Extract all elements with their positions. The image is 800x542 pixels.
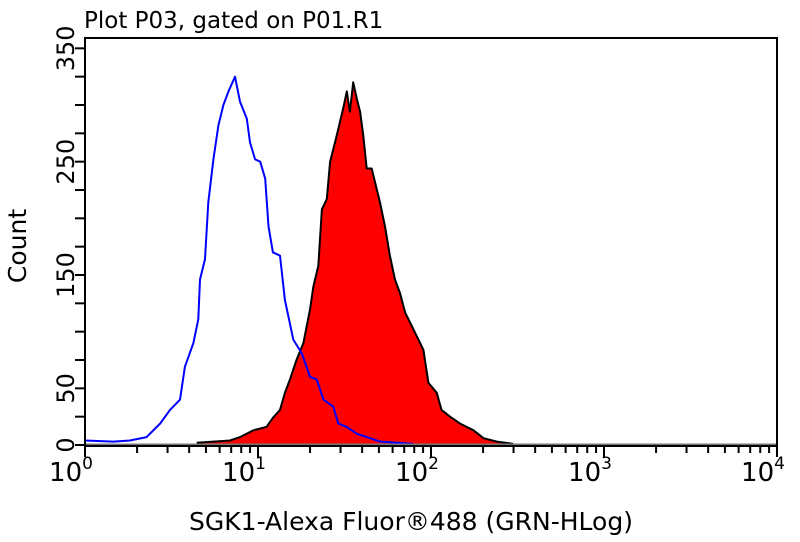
x-tick-label: 103 [568,454,612,488]
y-axis-label: Count [3,209,32,283]
y-tick-label: 250 [52,139,80,185]
x-tick-exponent: 4 [774,454,785,474]
x-axis-label: SGK1-Alexa Fluor®488 (GRN-HLog) [189,507,633,536]
y-tick-label: 150 [52,252,80,298]
plot-area [84,75,777,447]
x-tick-base: 10 [49,458,82,488]
y-axis: 0 50 150 250 350 [52,25,85,453]
x-tick-label: 100 [49,454,93,488]
x-tick-base: 10 [222,458,255,488]
x-tick-label: 101 [222,454,266,488]
filled-histogram-outline [196,81,514,445]
x-tick-base: 10 [741,458,774,488]
x-tick-exponent: 3 [601,454,612,474]
y-tick-label: 350 [52,25,80,71]
chart-title: Plot P03, gated on P01.R1 [84,8,383,34]
x-tick-base: 10 [395,458,428,488]
y-tick-label: 50 [52,373,80,404]
x-tick-exponent: 0 [82,454,93,474]
x-tick-exponent: 1 [255,454,266,474]
x-tick-base: 10 [568,458,601,488]
x-tick-exponent: 2 [428,454,439,474]
outline-histogram-line [84,75,414,445]
filled-histogram-area [196,82,514,446]
x-axis: 100 101 102 103 104 [49,445,785,488]
x-tick-label: 104 [741,454,785,488]
y-tick-label: 0 [52,437,80,452]
x-tick-label: 102 [395,454,439,488]
